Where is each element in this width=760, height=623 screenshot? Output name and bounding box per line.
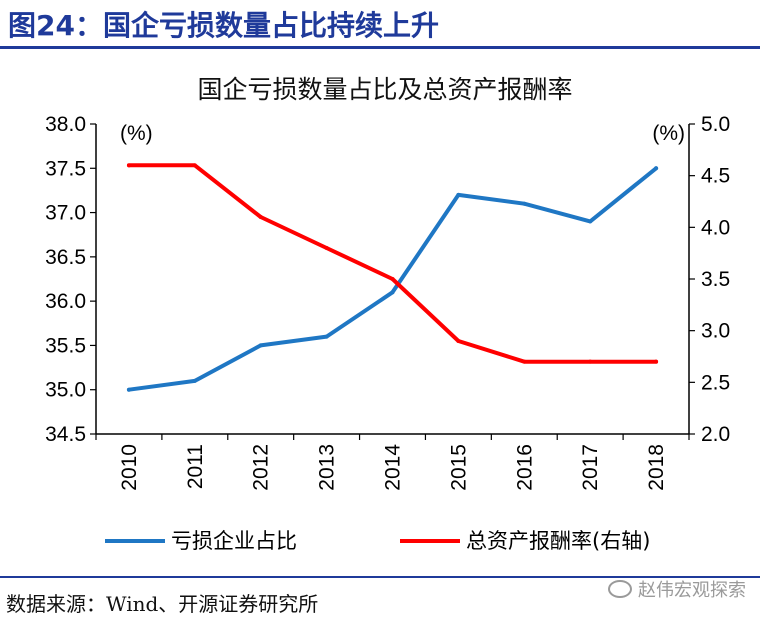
y-left-tick-label: 36.5: [45, 246, 86, 269]
source-note: 数据来源：Wind、开源证券研究所: [6, 592, 319, 616]
y-left-tick-label: 34.5: [45, 423, 86, 446]
watermark-text: 赵伟宏观探索: [638, 580, 746, 601]
footer-rule: [0, 576, 760, 578]
y-right-tick-label: 4.5: [701, 165, 730, 188]
x-tick-label: 2015: [447, 444, 470, 491]
data-point-return-rate: [456, 339, 461, 343]
y-right-tick-label: 2.5: [701, 371, 730, 394]
data-point-loss-share: [654, 166, 659, 171]
y-left-unit: (%): [120, 122, 153, 145]
data-point-return-rate: [258, 215, 263, 219]
y-left-tick-label: 37.0: [45, 202, 86, 225]
data-point-return-rate: [390, 277, 395, 281]
data-point-return-rate: [588, 359, 593, 364]
chart-title: 国企亏损数量占比及总资产报酬率: [197, 75, 572, 104]
y-right-tick-label: 5.0: [701, 113, 730, 136]
legend-label-loss-share: 亏损企业占比: [171, 529, 297, 553]
y-left-tick-label: 35.0: [45, 379, 86, 402]
legend-label-return-rate: 总资产报酬率(右轴): [466, 529, 650, 553]
y-right-unit: (%): [652, 122, 685, 145]
data-point-loss-share: [588, 219, 593, 224]
data-point-return-rate: [192, 163, 197, 168]
data-point-loss-share: [522, 201, 527, 206]
x-tick-label: 2013: [316, 444, 339, 491]
data-point-return-rate: [654, 359, 659, 364]
data-point-loss-share: [390, 290, 395, 295]
figure-title: 图24：国企亏损数量占比持续上升: [8, 9, 439, 42]
data-point-loss-share: [324, 334, 329, 339]
x-tick-label: 2012: [250, 444, 273, 491]
data-point-loss-share: [258, 343, 263, 348]
x-tick-label: 2018: [645, 444, 668, 491]
data-point-return-rate: [126, 163, 131, 168]
x-tick-label: 2010: [118, 444, 141, 491]
y-left-tick-label: 38.0: [45, 113, 86, 136]
series-line-return-rate: [126, 163, 659, 364]
chat-bubble-icon: [608, 580, 632, 598]
x-tick-label: 2016: [513, 444, 536, 491]
y-right-tick-label: 4.0: [701, 216, 730, 239]
plot-area: 34.5 35.0 35.5 36.0 36.5 37.0 37.5 38.0 2.0 2.5 3.…: [45, 113, 730, 553]
header-rule: [0, 46, 760, 49]
watermark: 赵伟宏观探索: [608, 576, 746, 602]
y-left-tick-label: 36.0: [45, 290, 86, 313]
line-chart: 国企亏损数量占比及总资产报酬率 34.5 35.0 35.5 36.0 36.5 37.0…: [45, 75, 730, 553]
y-right-tick-label: 3.5: [701, 268, 730, 291]
y-right-tick-label: 2.0: [701, 423, 730, 446]
data-point-loss-share: [456, 192, 461, 197]
y-left-tick-label: 35.5: [45, 334, 86, 357]
data-point-return-rate: [522, 359, 527, 364]
figure-header: 图24：国企亏损数量占比持续上升: [0, 0, 760, 50]
data-point-loss-share: [192, 378, 197, 383]
x-tick-label: 2017: [579, 444, 602, 491]
data-point-return-rate: [324, 246, 329, 250]
data-point-loss-share: [126, 387, 131, 392]
x-tick-label: 2011: [184, 444, 207, 489]
y-right-tick-label: 3.0: [701, 320, 730, 343]
x-tick-label: 2014: [382, 444, 405, 491]
y-left-tick-label: 37.5: [45, 157, 86, 180]
